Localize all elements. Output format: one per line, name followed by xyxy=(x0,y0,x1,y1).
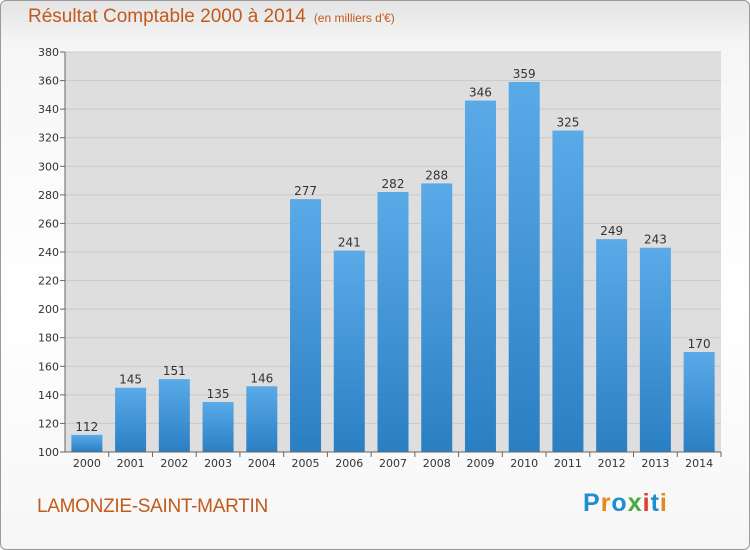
x-tick-label: 2001 xyxy=(117,457,145,470)
data-label: 277 xyxy=(294,184,317,198)
data-label: 135 xyxy=(207,387,230,401)
data-label: 249 xyxy=(600,224,623,238)
bar xyxy=(508,82,540,452)
x-tick-label: 2008 xyxy=(423,457,451,470)
y-tick-label: 320 xyxy=(38,132,59,145)
x-tick-label: 2010 xyxy=(510,457,538,470)
bar xyxy=(115,387,147,452)
chart-title-text: Résultat Comptable 2000 à 2014 xyxy=(28,6,306,27)
data-label: 170 xyxy=(688,337,711,351)
y-tick-label: 360 xyxy=(38,75,59,88)
x-tick-label: 2002 xyxy=(160,457,188,470)
bar xyxy=(421,183,453,452)
data-label: 112 xyxy=(75,420,98,434)
logo-letter: r xyxy=(600,489,612,517)
y-tick-label: 220 xyxy=(38,275,59,288)
x-tick-label: 2007 xyxy=(379,457,407,470)
chart-subtitle: (en milliers d'€) xyxy=(313,11,395,25)
x-tick-label: 2005 xyxy=(292,457,320,470)
bar xyxy=(202,402,234,452)
data-label: 241 xyxy=(338,236,361,250)
data-label: 359 xyxy=(513,67,536,81)
x-tick-label: 2004 xyxy=(248,457,276,470)
logo-letter: t xyxy=(650,489,660,517)
bar xyxy=(377,192,409,452)
y-tick-label: 160 xyxy=(38,360,59,373)
y-tick-label: 300 xyxy=(38,160,59,173)
data-label: 243 xyxy=(644,233,667,247)
x-tick-label: 2006 xyxy=(335,457,363,470)
bar xyxy=(683,352,715,452)
y-tick-label: 120 xyxy=(38,417,59,430)
data-label: 288 xyxy=(425,168,448,182)
bar xyxy=(158,379,190,452)
logo-letter: x xyxy=(627,489,643,517)
y-tick-label: 200 xyxy=(38,303,59,316)
logo-letter: P xyxy=(583,489,601,517)
data-label: 146 xyxy=(250,371,273,385)
bar xyxy=(333,250,365,452)
y-tick-label: 340 xyxy=(38,103,59,116)
x-tick-label: 2012 xyxy=(598,457,626,470)
bar xyxy=(71,434,103,452)
data-label: 346 xyxy=(469,86,492,100)
data-label: 325 xyxy=(556,116,579,130)
x-tick-label: 2003 xyxy=(204,457,232,470)
place-name: LAMONZIE-SAINT-MARTIN xyxy=(37,496,268,517)
x-tick-label: 2000 xyxy=(73,457,101,470)
x-tick-label: 2011 xyxy=(554,457,582,470)
y-tick-label: 280 xyxy=(38,189,59,202)
bar xyxy=(596,239,628,452)
logo-letter: i xyxy=(659,489,668,517)
bar xyxy=(290,199,322,452)
data-label: 282 xyxy=(382,177,405,191)
logo-letter: o xyxy=(611,489,628,517)
y-tick-label: 100 xyxy=(38,446,59,459)
y-tick-label: 240 xyxy=(38,246,59,259)
x-tick-label: 2013 xyxy=(641,457,669,470)
y-tick-label: 180 xyxy=(38,332,59,345)
bar xyxy=(552,130,584,453)
data-label: 151 xyxy=(163,364,186,378)
y-tick-label: 140 xyxy=(38,389,59,402)
x-tick-label: 2009 xyxy=(466,457,494,470)
chart-title: Résultat Comptable 2000 à 2014 (en millie… xyxy=(28,6,395,28)
y-tick-label: 260 xyxy=(38,217,59,230)
bar xyxy=(639,247,671,452)
logo-letter: i xyxy=(642,489,651,517)
x-tick-label: 2014 xyxy=(685,457,713,470)
y-tick-label: 380 xyxy=(38,46,59,59)
bar xyxy=(246,386,278,452)
proxiti-logo: Proxiti xyxy=(583,489,668,518)
bar xyxy=(464,100,496,453)
data-label: 145 xyxy=(119,373,142,387)
